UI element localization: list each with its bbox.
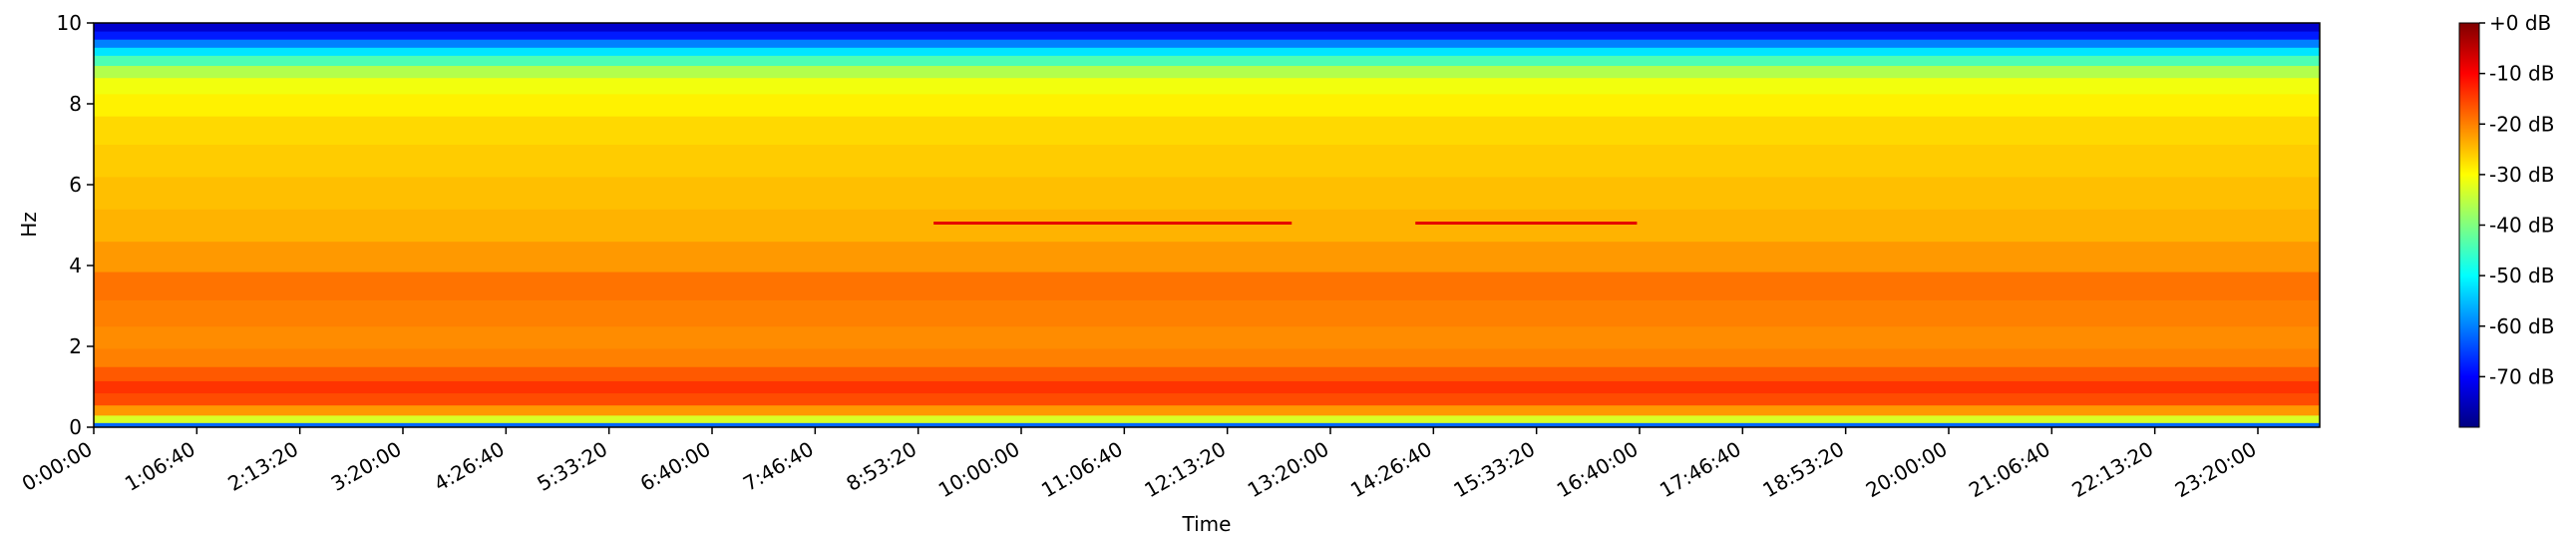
x-axis-label: Time <box>1182 512 1232 536</box>
x-tick-label: 7:46:40 <box>739 437 818 496</box>
x-tick-label: 16:40:00 <box>1553 437 1643 503</box>
spectrum-band <box>94 39 2320 48</box>
spectrum-band <box>94 404 2320 416</box>
spectrum-band <box>94 116 2320 145</box>
spectrum-band <box>94 47 2320 56</box>
x-tick-label: 0:00:00 <box>18 437 97 496</box>
colorbar <box>2458 22 2480 428</box>
spectrum-band <box>94 422 2320 428</box>
x-tick-label: 14:26:40 <box>1346 437 1436 503</box>
x-tick-label: 6:40:00 <box>636 437 715 496</box>
spectrum-band <box>94 380 2320 394</box>
spectrum-band <box>94 209 2320 243</box>
x-tick-label: 11:06:40 <box>1037 437 1127 503</box>
plot-frame <box>93 22 2321 428</box>
y-tick-label: 4 <box>69 254 82 277</box>
colorbar-tick-label: -60 dB <box>2489 314 2554 338</box>
colorbar-tick-label: +0 dB <box>2489 11 2551 35</box>
x-tick-label: 5:33:20 <box>533 437 611 496</box>
x-tick-label: 13:20:00 <box>1244 437 1333 503</box>
y-tick-label: 8 <box>69 92 82 116</box>
x-tick-label: 3:20:00 <box>327 437 406 496</box>
x-tick-label: 17:46:40 <box>1656 437 1745 503</box>
spectrum-band <box>94 241 2320 273</box>
spectrum-band <box>94 299 2320 327</box>
spectrum-band <box>94 144 2320 178</box>
spectrum-band <box>94 65 2320 79</box>
x-tick-label: 22:13:20 <box>2067 437 2157 503</box>
colorbar-tick-label: -40 dB <box>2489 214 2554 238</box>
spectrum-band <box>94 366 2320 381</box>
spectrum-band <box>94 23 2320 32</box>
x-tick-label: 15:33:20 <box>1449 437 1539 503</box>
spectrum-band <box>94 414 2320 423</box>
spectrum-band <box>94 325 2320 349</box>
colorbar-tick-label: -50 dB <box>2489 264 2554 287</box>
colorbar-tick-label: -70 dB <box>2489 364 2554 388</box>
x-tick-label: 8:53:20 <box>842 437 920 496</box>
x-tick-label: 20:00:00 <box>1862 437 1952 503</box>
colorbar-tick-label: -10 dB <box>2489 62 2554 86</box>
x-tick-label: 12:13:20 <box>1140 437 1230 503</box>
spectrum-band <box>94 93 2320 117</box>
x-tick-label: 1:06:40 <box>121 437 199 496</box>
spectrum-band <box>94 31 2320 40</box>
x-tick-label: 23:20:00 <box>2171 437 2261 503</box>
spectrum-band <box>94 392 2320 406</box>
spectrum-band <box>94 77 2320 95</box>
spectrum-band <box>94 272 2320 300</box>
y-tick-label: 10 <box>57 11 82 35</box>
y-axis-label: Hz <box>17 212 41 238</box>
spectrum-band <box>94 55 2320 67</box>
colorbar-tick-label: -30 dB <box>2489 163 2554 187</box>
y-tick-label: 6 <box>69 173 82 197</box>
x-tick-label: 21:06:40 <box>1965 437 2054 503</box>
x-tick-label: 2:13:20 <box>223 437 302 496</box>
y-tick-label: 0 <box>69 415 82 439</box>
y-tick-label: 2 <box>69 334 82 358</box>
x-tick-label: 10:00:00 <box>934 437 1024 503</box>
x-tick-label: 18:53:20 <box>1758 437 1848 503</box>
spectrum-band <box>94 176 2320 210</box>
colorbar-tick-label: -20 dB <box>2489 112 2554 136</box>
x-tick-label: 4:26:40 <box>430 437 509 496</box>
spectrum-band <box>94 348 2320 367</box>
